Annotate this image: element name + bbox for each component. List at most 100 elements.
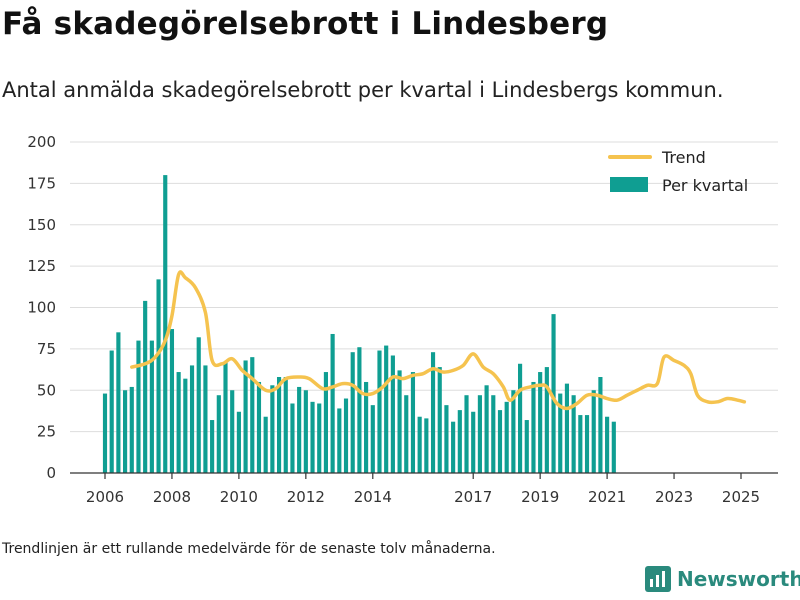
bar: [189, 365, 195, 473]
legend: Trend Per kvartal: [608, 148, 748, 195]
x-tick-label: 2023: [655, 488, 693, 506]
bar: [297, 386, 302, 473]
bar: [136, 340, 141, 473]
bar-series: [102, 175, 616, 473]
bar: [538, 372, 543, 473]
legend-per-kvartal-label: Per kvartal: [662, 176, 748, 195]
y-tick-label: 75: [37, 340, 56, 358]
bar: [457, 410, 462, 473]
bar: [484, 385, 489, 473]
bar: [290, 403, 295, 473]
bar: [317, 403, 322, 473]
bar: [270, 385, 275, 473]
bar: [236, 411, 241, 473]
x-tick-label: 2019: [521, 488, 559, 506]
chart-subtitle: Antal anmälda skadegörelsebrott per kvar…: [2, 78, 724, 102]
trend-line-series: [130, 270, 747, 411]
bar: [564, 383, 570, 473]
y-tick-label: 175: [27, 174, 56, 192]
bar: [303, 390, 308, 473]
bar: [598, 377, 603, 473]
bar: [256, 381, 262, 473]
bar: [176, 372, 181, 473]
bar: [283, 377, 288, 473]
brand-logo: Newsworthy: [645, 566, 800, 592]
bar: [143, 300, 148, 473]
footnote: Trendlinjen är ett rullande medelvärde f…: [2, 541, 496, 557]
y-axis-tick-labels: 0 25 50 75 100 125 150 175 200: [27, 133, 56, 482]
bar: [531, 381, 536, 473]
bar: [410, 372, 416, 473]
bar: [571, 395, 576, 473]
bar: [343, 398, 349, 473]
bar: [243, 360, 248, 473]
bar: [377, 350, 382, 473]
trend-line: [130, 270, 747, 411]
bar: [444, 405, 449, 473]
y-tick-label: 25: [37, 423, 56, 441]
y-tick-label: 200: [27, 133, 56, 151]
bar: [230, 390, 235, 473]
bar: [169, 329, 175, 473]
bar: [558, 393, 563, 473]
x-tick-label: 2017: [454, 488, 492, 506]
bar: [477, 395, 482, 473]
bar: [451, 421, 456, 473]
bar: [384, 345, 389, 473]
bar: [123, 390, 128, 473]
bar: [497, 410, 503, 473]
bar: [491, 395, 496, 473]
bar: [109, 350, 114, 473]
x-axis: 2006 2008 2010 2012 2014 2017 2019 2021 2023 2025: [70, 472, 778, 506]
bar: [210, 420, 215, 473]
bar: [517, 363, 523, 473]
chart-title: Få skadegörelsebrott i Lindesberg: [2, 6, 609, 42]
bar: [357, 347, 362, 473]
bar: [183, 378, 188, 473]
x-tick-label: 2012: [287, 488, 325, 506]
grid-lines: [70, 141, 778, 433]
x-tick-label: 2006: [86, 488, 124, 506]
bar: [129, 386, 134, 473]
bar: [551, 314, 556, 473]
x-tick-label: 2025: [722, 488, 760, 506]
bar: [397, 370, 402, 473]
bar: [203, 365, 208, 473]
bar: [437, 367, 442, 473]
bar: [611, 421, 616, 473]
bar: [504, 401, 509, 473]
x-tick-label: 2008: [153, 488, 191, 506]
bar: [216, 395, 221, 473]
legend-trend-label: Trend: [661, 148, 706, 167]
bar: [337, 408, 342, 473]
bar: [471, 411, 476, 473]
y-tick-label: 0: [46, 464, 56, 482]
bar: [330, 333, 335, 473]
bar: [370, 405, 375, 473]
bar: [350, 352, 355, 473]
bar: [404, 395, 409, 473]
bar: [511, 390, 516, 473]
y-tick-label: 150: [27, 216, 56, 234]
bar: [323, 372, 329, 473]
brand-name: Newsworthy: [677, 567, 800, 591]
bar: [116, 332, 121, 473]
x-tick-label: 2014: [354, 488, 392, 506]
bar: [584, 415, 590, 473]
newsworthy-chart-logo-icon: [645, 566, 671, 592]
bar: [430, 352, 436, 473]
bar: [417, 416, 422, 473]
bar: [591, 390, 596, 473]
bar: [196, 337, 201, 473]
bar: [149, 340, 154, 473]
bar: [250, 357, 255, 473]
bar: [263, 416, 268, 473]
bar: [524, 420, 529, 473]
x-tick-label: 2010: [220, 488, 258, 506]
x-tick-label: 2021: [588, 488, 626, 506]
legend-per-kvartal-swatch: [610, 177, 648, 192]
y-tick-label: 100: [27, 299, 56, 317]
bar: [223, 362, 228, 473]
bar: [310, 401, 315, 473]
